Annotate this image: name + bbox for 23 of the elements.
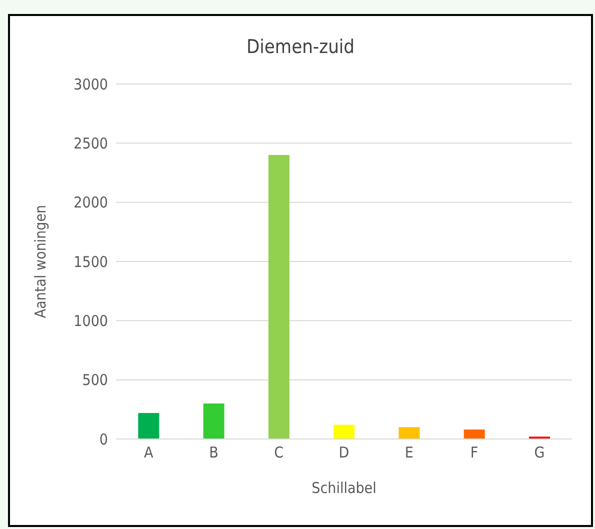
bar bbox=[398, 427, 420, 439]
x-tick-label: C bbox=[274, 444, 284, 462]
x-tick-label: F bbox=[470, 444, 478, 462]
x-axis-title: Schillabel bbox=[312, 479, 376, 497]
bar bbox=[334, 424, 355, 439]
y-tick-label: 2000 bbox=[74, 194, 108, 212]
y-tick-label: 2500 bbox=[74, 134, 108, 152]
x-tick-label: B bbox=[209, 444, 218, 462]
x-tick-label: G bbox=[534, 444, 545, 462]
bar bbox=[203, 404, 224, 439]
y-tick-label: 500 bbox=[82, 371, 108, 390]
chart-title: Diemen-zuid bbox=[245, 36, 356, 58]
y-tick-label: 1000 bbox=[74, 312, 108, 330]
bar bbox=[268, 155, 290, 439]
y-axis-title: Aantal woningen bbox=[31, 204, 50, 318]
x-tick-label: D bbox=[338, 444, 350, 462]
y-tick-label: 0 bbox=[99, 430, 108, 448]
y-tick-label: 3000 bbox=[74, 75, 108, 94]
x-tick-label: A bbox=[144, 444, 154, 462]
bar bbox=[464, 430, 485, 439]
bar bbox=[138, 412, 160, 439]
y-tick-label: 1500 bbox=[74, 252, 108, 271]
x-tick-label: E bbox=[404, 444, 414, 462]
